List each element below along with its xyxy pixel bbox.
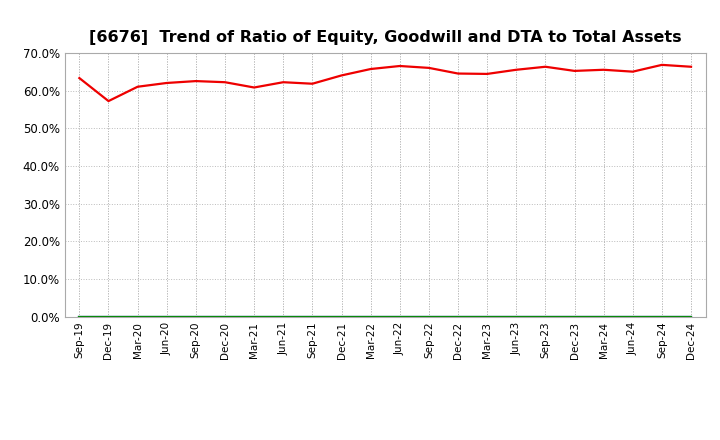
Legend: Equity, Goodwill, Deferred Tax Assets: Equity, Goodwill, Deferred Tax Assets [169, 434, 601, 440]
Deferred Tax Assets [366, 314, 375, 319]
Goodwill [454, 314, 462, 319]
Deferred Tax Assets [75, 314, 84, 319]
Deferred Tax Assets [104, 314, 113, 319]
Line: Equity: Equity [79, 65, 691, 101]
Equity [279, 80, 287, 85]
Deferred Tax Assets [454, 314, 462, 319]
Equity [425, 65, 433, 70]
Goodwill [512, 314, 521, 319]
Equity [75, 75, 84, 81]
Equity [629, 69, 637, 74]
Equity [250, 85, 258, 90]
Deferred Tax Assets [629, 314, 637, 319]
Goodwill [366, 314, 375, 319]
Goodwill [104, 314, 113, 319]
Goodwill [483, 314, 492, 319]
Deferred Tax Assets [687, 314, 696, 319]
Deferred Tax Assets [657, 314, 666, 319]
Equity [541, 64, 550, 70]
Deferred Tax Assets [395, 314, 404, 319]
Deferred Tax Assets [279, 314, 287, 319]
Goodwill [541, 314, 550, 319]
Deferred Tax Assets [483, 314, 492, 319]
Deferred Tax Assets [425, 314, 433, 319]
Goodwill [687, 314, 696, 319]
Goodwill [192, 314, 200, 319]
Goodwill [220, 314, 229, 319]
Title: [6676]  Trend of Ratio of Equity, Goodwill and DTA to Total Assets: [6676] Trend of Ratio of Equity, Goodwil… [89, 29, 682, 45]
Goodwill [279, 314, 287, 319]
Goodwill [163, 314, 171, 319]
Goodwill [425, 314, 433, 319]
Deferred Tax Assets [220, 314, 229, 319]
Goodwill [75, 314, 84, 319]
Goodwill [133, 314, 142, 319]
Goodwill [570, 314, 579, 319]
Equity [133, 84, 142, 89]
Goodwill [657, 314, 666, 319]
Goodwill [337, 314, 346, 319]
Equity [220, 80, 229, 85]
Goodwill [629, 314, 637, 319]
Deferred Tax Assets [163, 314, 171, 319]
Equity [512, 67, 521, 73]
Equity [104, 99, 113, 104]
Deferred Tax Assets [599, 314, 608, 319]
Equity [192, 78, 200, 84]
Equity [483, 71, 492, 77]
Deferred Tax Assets [308, 314, 317, 319]
Equity [337, 73, 346, 78]
Equity [308, 81, 317, 86]
Deferred Tax Assets [133, 314, 142, 319]
Goodwill [395, 314, 404, 319]
Goodwill [599, 314, 608, 319]
Equity [570, 68, 579, 73]
Deferred Tax Assets [541, 314, 550, 319]
Goodwill [250, 314, 258, 319]
Equity [657, 62, 666, 67]
Deferred Tax Assets [192, 314, 200, 319]
Deferred Tax Assets [570, 314, 579, 319]
Equity [163, 81, 171, 86]
Equity [395, 63, 404, 69]
Equity [454, 71, 462, 76]
Deferred Tax Assets [250, 314, 258, 319]
Equity [599, 67, 608, 73]
Equity [366, 66, 375, 72]
Equity [687, 64, 696, 70]
Deferred Tax Assets [337, 314, 346, 319]
Goodwill [308, 314, 317, 319]
Deferred Tax Assets [512, 314, 521, 319]
